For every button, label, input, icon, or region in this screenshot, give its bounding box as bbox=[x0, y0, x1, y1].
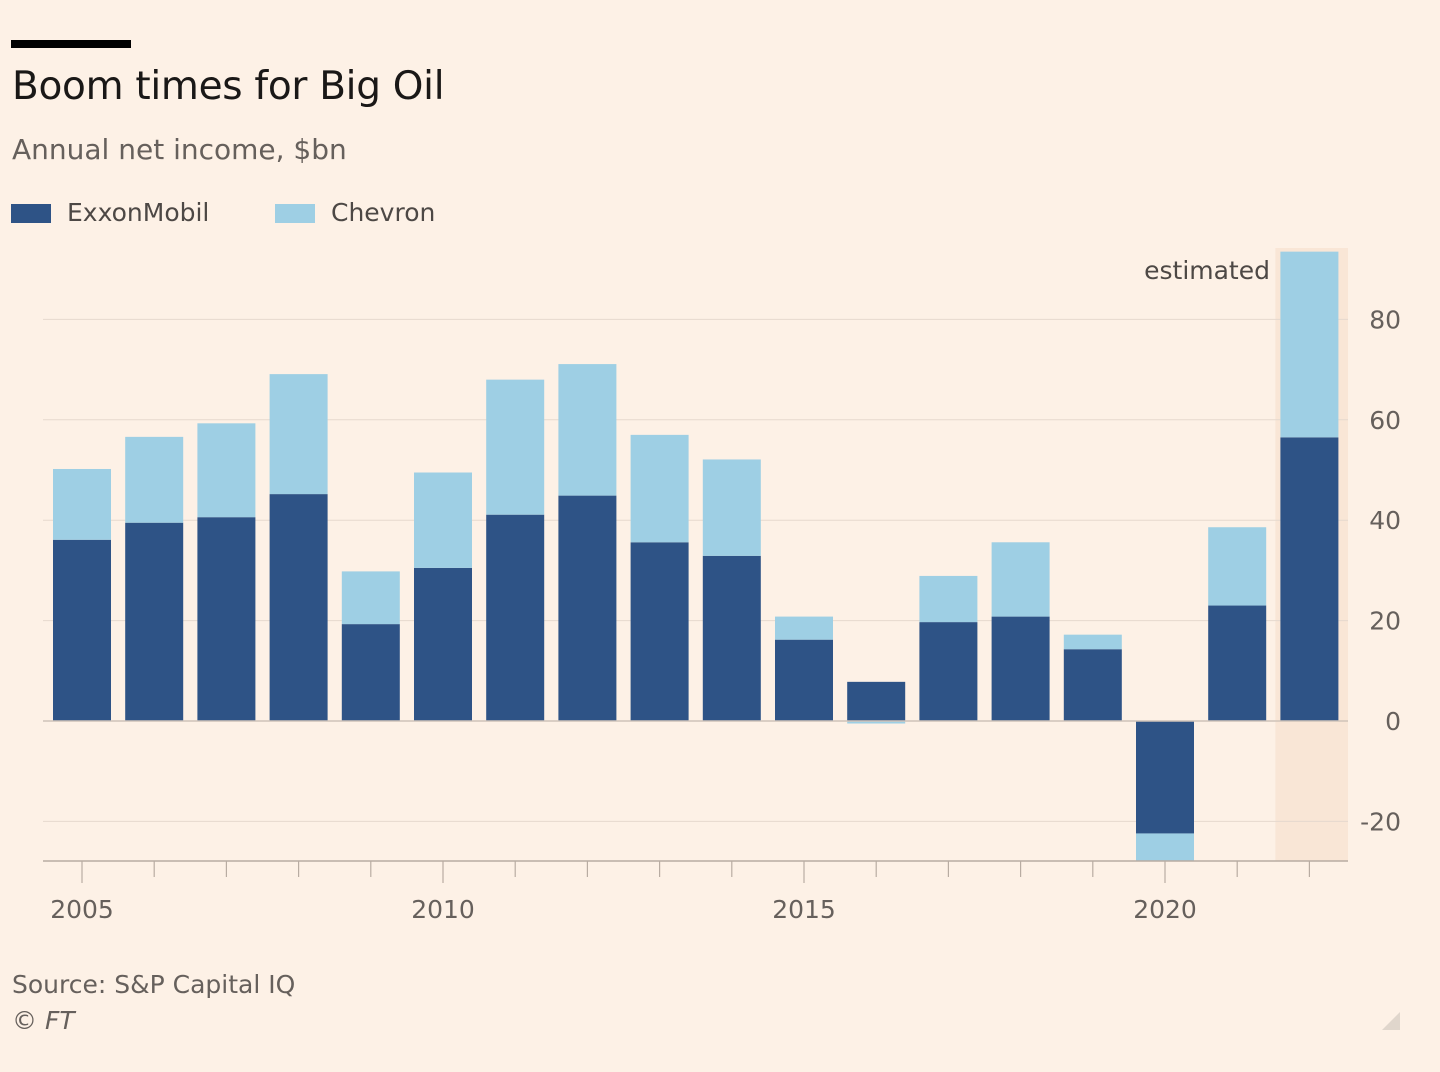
legend-swatch-chevron bbox=[275, 204, 315, 223]
bar-chevron-2011 bbox=[486, 379, 545, 515]
y-tick-label: 80 bbox=[1369, 305, 1401, 334]
bar-chevron-2018 bbox=[991, 542, 1050, 617]
bar-chart: 2005 2010 2015 2020 80 60 40 20 0 -20 estimated bbox=[43, 248, 1401, 924]
bar-exxonmobil-2010 bbox=[414, 567, 472, 721]
copyright-note: © FT bbox=[12, 1006, 75, 1035]
bar-chevron-2010 bbox=[414, 472, 472, 568]
bar-chevron-2014 bbox=[702, 459, 761, 556]
bar-chevron-2008 bbox=[269, 374, 328, 495]
bar-chevron-2019 bbox=[1063, 634, 1122, 650]
bar-exxonmobil-2006 bbox=[125, 522, 184, 721]
title-bar-accent bbox=[11, 40, 131, 48]
bar-chevron-2009 bbox=[341, 571, 400, 625]
y-tick-label: 40 bbox=[1369, 506, 1401, 535]
bar-chevron-2006 bbox=[125, 436, 184, 523]
estimated-annotation: estimated bbox=[1144, 256, 1270, 285]
source-note: Source: S&P Capital IQ bbox=[12, 970, 296, 999]
chart-title: Boom times for Big Oil bbox=[12, 64, 445, 109]
y-tick-label: 60 bbox=[1369, 406, 1401, 435]
bar-chevron-2020 bbox=[1136, 833, 1194, 861]
bar-chevron-2016 bbox=[847, 721, 906, 724]
bar-exxonmobil-2020 bbox=[1136, 721, 1194, 834]
bar-chevron-2013 bbox=[630, 434, 689, 543]
bar-exxonmobil-2008 bbox=[269, 494, 328, 721]
bar-exxonmobil-2009 bbox=[341, 624, 400, 721]
bar-exxonmobil-2017 bbox=[919, 622, 978, 721]
x-tick-label: 2015 bbox=[772, 895, 836, 924]
bar-chevron-2012 bbox=[558, 364, 617, 496]
chart-subtitle: Annual net income, $bn bbox=[12, 133, 347, 166]
bar-exxonmobil-2011 bbox=[486, 514, 545, 721]
bar-exxonmobil-2015 bbox=[775, 639, 833, 721]
legend-label-chevron: Chevron bbox=[331, 198, 436, 227]
x-tick-label: 2005 bbox=[50, 895, 114, 924]
bar-exxonmobil-2014 bbox=[702, 555, 761, 721]
bar-chevron-2017 bbox=[919, 575, 978, 623]
y-tick-label: -20 bbox=[1360, 807, 1401, 836]
bar-exxonmobil-2012 bbox=[558, 495, 617, 721]
bar-exxonmobil-2013 bbox=[630, 542, 689, 721]
y-tick-label: 20 bbox=[1369, 607, 1401, 636]
bar-exxonmobil-2022 bbox=[1280, 437, 1339, 721]
bar-chevron-2007 bbox=[197, 423, 256, 518]
bar-exxonmobil-2007 bbox=[197, 517, 256, 721]
resize-handle-icon bbox=[1382, 1012, 1400, 1030]
bar-chevron-2021 bbox=[1208, 527, 1267, 606]
bar-chevron-2015 bbox=[775, 616, 833, 640]
bar-chevron-2022 bbox=[1280, 251, 1339, 438]
legend-label-exxonmobil: ExxonMobil bbox=[67, 198, 210, 227]
bar-exxonmobil-2019 bbox=[1063, 649, 1122, 721]
x-tick-label: 2020 bbox=[1133, 895, 1197, 924]
bar-exxonmobil-2021 bbox=[1208, 605, 1267, 721]
bar-chevron-2005 bbox=[53, 468, 111, 540]
bar-exxonmobil-2005 bbox=[53, 539, 111, 721]
legend-swatch-exxonmobil bbox=[11, 204, 51, 223]
y-tick-label: 0 bbox=[1385, 707, 1401, 736]
x-tick-label: 2010 bbox=[411, 895, 475, 924]
bar-exxonmobil-2018 bbox=[991, 616, 1050, 721]
bar-exxonmobil-2016 bbox=[847, 681, 906, 721]
